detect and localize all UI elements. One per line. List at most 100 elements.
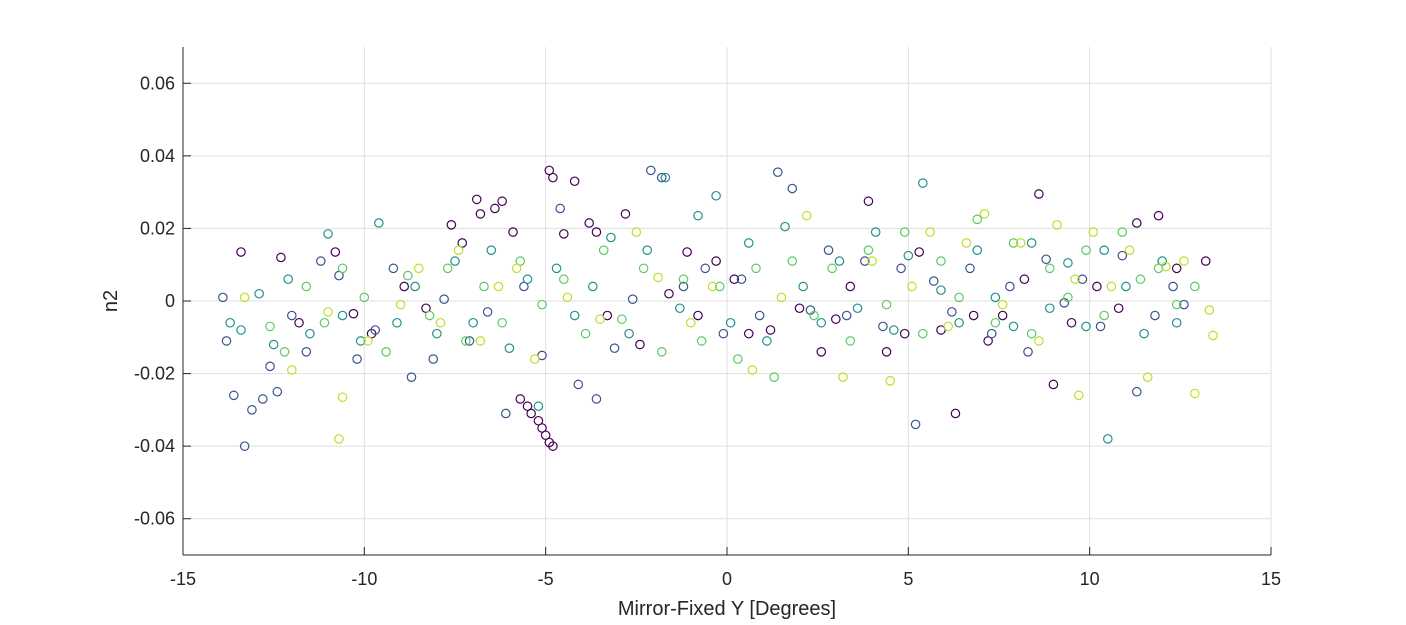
- data-point: [816, 346, 827, 357]
- data-point: [656, 172, 667, 183]
- data-point: [446, 220, 457, 230]
- data-point: [1190, 388, 1200, 399]
- data-point: [301, 281, 312, 292]
- data-point: [1208, 330, 1218, 341]
- data-point: [228, 390, 239, 401]
- data-point: [1113, 303, 1124, 314]
- data-point: [562, 292, 573, 303]
- data-point: [664, 288, 674, 299]
- data-point: [696, 336, 707, 346]
- data-point: [1023, 346, 1033, 357]
- y-tick-label: 0.04: [140, 146, 175, 166]
- data-point: [537, 299, 547, 310]
- data-point: [276, 252, 286, 263]
- data-point: [997, 299, 1008, 310]
- data-point: [598, 245, 609, 255]
- data-point: [526, 408, 536, 419]
- data-point: [769, 372, 779, 382]
- data-point: [653, 272, 663, 283]
- data-point: [442, 263, 453, 274]
- data-point: [954, 317, 964, 328]
- data-point: [548, 441, 558, 451]
- data-point: [301, 346, 312, 357]
- data-point: [1005, 281, 1015, 292]
- data-point: [239, 292, 250, 303]
- data-point: [954, 292, 964, 303]
- data-point: [997, 310, 1008, 321]
- data-point: [493, 281, 504, 292]
- data-point: [878, 321, 888, 332]
- data-point: [254, 288, 264, 299]
- data-point: [355, 336, 366, 346]
- data-point: [348, 308, 359, 319]
- x-tick-label: -15: [170, 569, 196, 589]
- data-point: [638, 263, 649, 274]
- data-point: [743, 238, 754, 248]
- data-point: [337, 392, 348, 402]
- data-point: [896, 263, 906, 274]
- data-point: [461, 336, 471, 346]
- data-point: [845, 281, 856, 292]
- data-point: [555, 203, 565, 214]
- data-point: [1063, 292, 1073, 303]
- data-point: [410, 281, 420, 292]
- data-point: [617, 314, 627, 324]
- data-point: [707, 281, 718, 292]
- data-point: [435, 317, 446, 328]
- data-point: [558, 229, 569, 239]
- data-point: [330, 247, 341, 257]
- data-point: [1034, 189, 1044, 199]
- data-point: [497, 317, 507, 328]
- data-point: [830, 314, 841, 324]
- data-point: [798, 281, 808, 292]
- data-point: [580, 328, 591, 339]
- data-point: [500, 408, 511, 419]
- data-point: [990, 317, 1001, 328]
- y-tick-label: -0.04: [134, 436, 175, 456]
- data-point: [1081, 245, 1091, 255]
- data-point: [711, 256, 721, 266]
- data-point: [870, 227, 881, 237]
- data-point: [403, 270, 413, 281]
- data-point: [468, 317, 478, 328]
- data-point: [627, 294, 638, 304]
- data-point: [809, 310, 819, 321]
- data-point: [772, 167, 783, 177]
- data-point: [1171, 317, 1182, 328]
- data-point: [558, 274, 569, 285]
- data-point: [1135, 274, 1146, 285]
- data-point: [936, 256, 946, 266]
- y-axis-title: n2: [100, 290, 122, 312]
- data-point: [337, 310, 348, 321]
- data-point: [265, 321, 275, 332]
- data-point: [323, 229, 333, 239]
- data-point: [453, 245, 464, 255]
- ticks: -15 -10 -5 0 5 10 15 -0.06 -0.04 -0.02 0 0.02 0.04 0.…: [134, 73, 1281, 589]
- data-point: [918, 178, 928, 188]
- data-point: [834, 256, 845, 266]
- data-point: [986, 328, 997, 339]
- data-point: [406, 372, 417, 382]
- data-point: [801, 210, 812, 221]
- data-point: [838, 372, 848, 382]
- data-point: [482, 307, 493, 317]
- data-point: [914, 247, 925, 257]
- data-point: [1044, 303, 1055, 314]
- data-point: [635, 339, 645, 350]
- data-point: [787, 183, 798, 194]
- data-point: [1117, 227, 1128, 237]
- data-point: [1150, 310, 1160, 321]
- data-point: [504, 343, 515, 353]
- data-point: [733, 354, 743, 364]
- data-point: [1117, 250, 1128, 261]
- data-point: [1103, 434, 1113, 444]
- data-point: [928, 276, 939, 286]
- data-point: [642, 245, 653, 255]
- data-point: [609, 343, 620, 353]
- data-point: [1077, 274, 1088, 285]
- data-point: [450, 256, 460, 266]
- data-point: [845, 336, 856, 346]
- data-point: [606, 232, 616, 243]
- data-point: [972, 245, 983, 255]
